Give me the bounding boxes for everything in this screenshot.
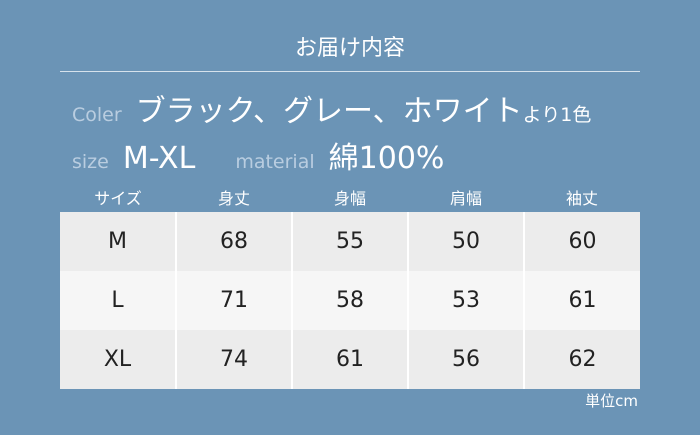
table-cell: 55	[291, 212, 409, 271]
page-title: お届け内容	[294, 36, 405, 61]
table-cell: 62	[523, 330, 640, 389]
table-cell: 68	[175, 212, 293, 271]
header-cell: サイズ	[94, 189, 142, 208]
table-cell: 71	[175, 271, 293, 330]
header-cell: 袖丈	[565, 189, 598, 208]
table-cell: 50	[407, 212, 525, 271]
table-row: L 71 58 53 61	[60, 271, 640, 330]
divider	[60, 71, 640, 72]
table-cell: 74	[175, 330, 293, 389]
table-row: XL 74 61 56 62	[60, 330, 640, 389]
header-cell: 身丈	[217, 189, 250, 208]
size-value: M-XL	[122, 141, 196, 176]
table-cell: XL	[60, 330, 177, 389]
material-label: material	[235, 151, 315, 173]
table-cell: M	[60, 212, 177, 271]
table-header: サイズ 身丈 身幅 肩幅 袖丈	[60, 185, 640, 209]
table-cell: L	[60, 271, 177, 330]
table-cell: 58	[291, 271, 409, 330]
table-cell: 56	[407, 330, 525, 389]
header-cell: 肩幅	[449, 189, 482, 208]
table-cell: 61	[291, 330, 409, 389]
size-label: size	[72, 151, 109, 173]
color-value: ブラック、グレー、ホワイト	[135, 94, 523, 129]
material-value: 綿100%	[328, 141, 445, 176]
spec-line: size M-XL material 綿100%	[72, 133, 444, 177]
unit-note: 単位cm	[585, 392, 638, 410]
color-line: Coler ブラック、グレー、ホワイトより1色	[72, 86, 591, 130]
color-label: Coler	[72, 104, 122, 126]
color-suffix: より1色	[522, 104, 592, 126]
table-cell: 53	[407, 271, 525, 330]
table-row: M 68 55 50 60	[60, 212, 640, 271]
table-cell: 60	[523, 212, 640, 271]
size-table: M 68 55 50 60 L 71 58 53 61 XL 74 61 56 62	[60, 212, 640, 389]
header-cell: 身幅	[333, 189, 366, 208]
table-cell: 61	[523, 271, 640, 330]
